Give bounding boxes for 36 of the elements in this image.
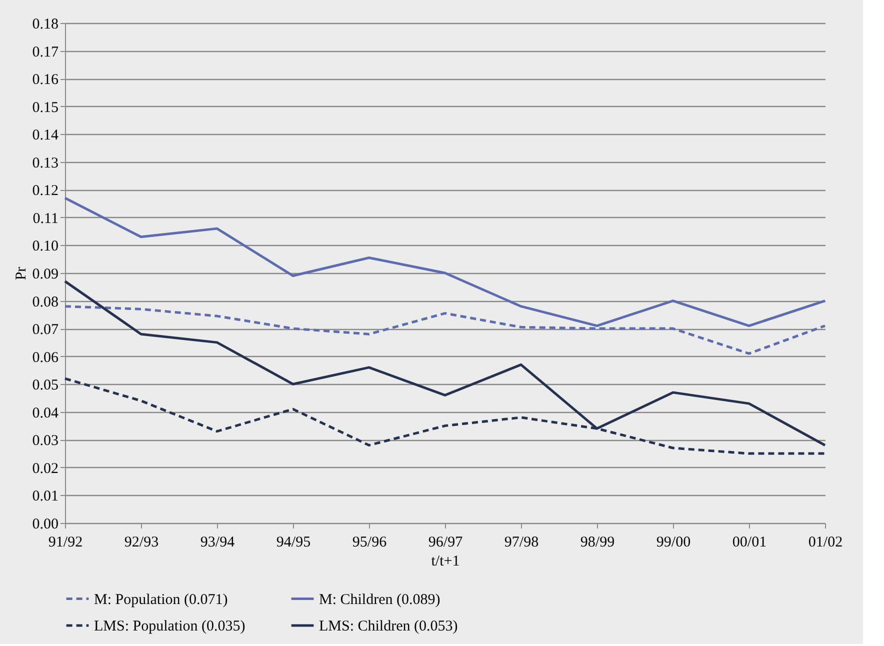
y-tick-label: 0.04: [32, 405, 59, 422]
x-tick-label: 96/97: [428, 534, 464, 550]
y-tick-label: 0.10: [32, 238, 58, 255]
y-tick-label: 0.14: [32, 128, 59, 144]
x-tick-label: 98/99: [580, 534, 615, 550]
y-tick-label: 0.11: [32, 210, 58, 227]
y-tick-label: 0.09: [32, 266, 58, 282]
y-tick-label: 0.01: [32, 488, 58, 505]
y-tick-label: 0.05: [32, 378, 58, 394]
x-tick-label: 00/01: [732, 534, 767, 550]
x-tick-label: 95/96: [352, 534, 388, 550]
legend-label: LMS: Children (0.053): [319, 618, 458, 634]
y-tick-label: 0.15: [32, 100, 58, 116]
x-tick-label: 93/94: [200, 534, 236, 550]
x-tick-label: 92/93: [124, 534, 159, 550]
x-axis-title: t/t+1: [431, 554, 460, 570]
y-tick-label: 0.08: [32, 294, 58, 310]
y-tick-label: 0.07: [32, 322, 59, 338]
y-axis-title: Pr: [13, 266, 30, 280]
y-tick-label: 0.02: [32, 460, 58, 477]
y-tick-label: 0.13: [32, 155, 58, 172]
y-tick-label: 0.06: [32, 350, 59, 366]
x-tick-label: 91/92: [48, 534, 83, 550]
y-tick-label: 0.00: [32, 516, 58, 532]
y-tick-label: 0.12: [32, 183, 58, 200]
y-tick-label: 0.16: [32, 72, 59, 88]
x-tick-label: 94/95: [276, 534, 311, 550]
y-tick-label: 0.17: [32, 44, 59, 60]
x-tick-label: 01/02: [808, 534, 843, 550]
x-tick-label: 97/98: [504, 534, 539, 550]
legend-label: LMS: Population (0.035): [94, 618, 246, 634]
legend-label: M: Children (0.089): [319, 592, 440, 608]
y-tick-label: 0.18: [32, 16, 58, 32]
y-tick-label: 0.03: [32, 433, 58, 450]
x-tick-label: 99/00: [656, 534, 691, 550]
legend-label: M: Population (0.071): [94, 592, 228, 608]
